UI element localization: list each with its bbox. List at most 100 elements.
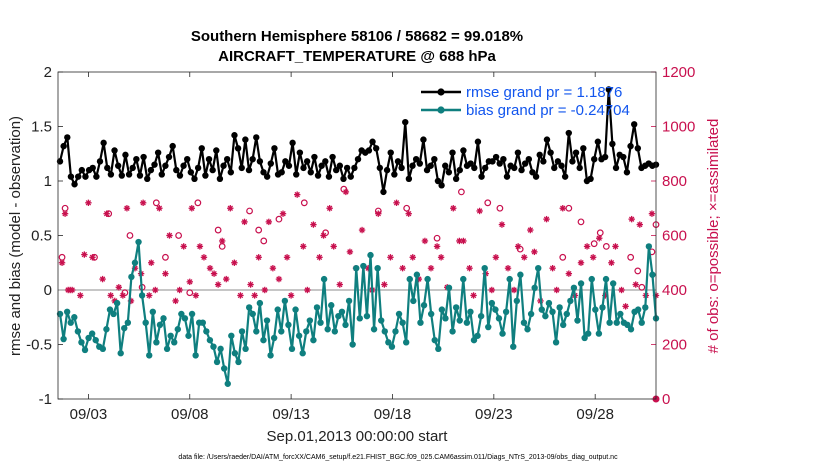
rmse-point xyxy=(147,166,155,174)
y-tick-label: 1.5 xyxy=(31,119,52,136)
obs-assimilated-stroke xyxy=(89,254,96,260)
obs-assimilated-marker xyxy=(636,221,643,228)
bias-point xyxy=(263,317,271,324)
rmse-point xyxy=(467,160,474,167)
rmse-point xyxy=(271,145,278,152)
obs-assimilated-stroke xyxy=(215,281,221,288)
obs-assimilated-marker xyxy=(99,275,106,283)
rmse-point xyxy=(518,166,525,174)
rmse-point xyxy=(398,164,405,172)
rmse-point xyxy=(333,166,340,174)
rmse-point xyxy=(445,169,453,176)
bias-point xyxy=(160,315,167,322)
obs-assimilated-stroke xyxy=(108,292,114,299)
obs-assimilated-stroke xyxy=(77,292,83,299)
rmse-point xyxy=(64,134,71,141)
bias-point xyxy=(331,328,339,335)
rmse-point xyxy=(420,136,427,143)
rmse-point xyxy=(205,156,213,163)
obs-assimilated-stroke xyxy=(460,238,467,244)
obs-assimilated-marker xyxy=(283,254,291,261)
obs-assimilated-marker xyxy=(294,191,301,198)
rmse-point xyxy=(572,149,580,156)
rmse-point xyxy=(561,173,569,180)
obs-assimilated-stroke xyxy=(622,303,629,310)
obs-assimilated-marker xyxy=(210,270,218,277)
obs-possible-marker xyxy=(565,204,573,212)
obs-assimilated-marker xyxy=(172,297,179,305)
obs-assimilated-stroke xyxy=(69,287,75,293)
bias-point xyxy=(360,262,367,270)
obs-assimilated-stroke xyxy=(262,287,268,293)
bias-point xyxy=(649,271,656,278)
obs-assimilated-stroke xyxy=(201,254,207,260)
obs-assimilated-marker xyxy=(488,286,496,294)
bias-point xyxy=(513,297,521,305)
obs-assimilated-marker xyxy=(139,199,147,206)
obs-assimilated-marker xyxy=(450,205,457,212)
rmse-point xyxy=(227,169,235,176)
rmse-point xyxy=(383,166,391,174)
obs-assimilated-stroke xyxy=(219,238,225,244)
rmse-point xyxy=(129,164,136,172)
obs-assimilated-stroke xyxy=(241,219,248,225)
obs-assimilated-stroke xyxy=(156,205,163,211)
rmse-point xyxy=(314,172,322,179)
y-tick-label: 2 xyxy=(44,64,52,81)
obs-assimilated-stroke xyxy=(596,235,602,241)
obs-assimilated-stroke xyxy=(231,260,238,266)
obs-assimilated-marker xyxy=(107,292,114,299)
bias-point xyxy=(413,271,421,278)
bias-point xyxy=(560,321,567,329)
obs-assimilated-marker xyxy=(433,243,441,250)
y-axis-label: rmse and bias (model - observation) xyxy=(7,116,24,356)
bias-point xyxy=(295,332,303,339)
chart-subtitle: AIRCRAFT_TEMPERATURE @ 688 hPa xyxy=(218,48,496,65)
bias-point xyxy=(67,319,74,326)
rmse-point xyxy=(71,181,78,188)
bias-point xyxy=(567,297,574,305)
bias-point xyxy=(281,297,289,305)
obs-assimilated-stroke xyxy=(343,189,349,195)
rmse-point xyxy=(543,136,551,143)
rmse-point xyxy=(376,164,384,172)
legend-bias-label: bias grand pr = -0.24704 xyxy=(466,102,630,119)
obs-assimilated-marker xyxy=(618,286,625,294)
bias-point xyxy=(103,326,110,333)
obs-assimilated-marker xyxy=(393,199,400,206)
obs-assimilated-stroke xyxy=(628,216,635,222)
obs-assimilated-stroke xyxy=(251,292,258,299)
obs-assimilated-stroke xyxy=(310,221,317,228)
bias-point xyxy=(328,302,335,309)
obs-possible-marker xyxy=(214,226,222,234)
obs-possible-marker xyxy=(596,229,604,237)
bias-point xyxy=(288,345,296,353)
bias-point xyxy=(121,324,128,332)
bias-point xyxy=(303,328,310,335)
bias-point xyxy=(278,328,285,335)
bias-point xyxy=(353,265,360,272)
bias-point xyxy=(431,336,438,344)
obs-assimilated-stroke xyxy=(223,276,229,282)
rmse-point xyxy=(609,140,616,148)
obs-assimilated-marker xyxy=(409,254,416,261)
rmse-point xyxy=(529,169,536,176)
obs-assimilated-stroke xyxy=(294,191,300,198)
obs-assimilated-marker xyxy=(227,205,234,212)
obs-assimilated-marker xyxy=(61,210,69,217)
rmse-point xyxy=(503,173,511,180)
rmse-point xyxy=(336,162,344,169)
bias-point xyxy=(192,352,199,359)
bias-point xyxy=(181,315,189,322)
rmse-point xyxy=(282,158,289,165)
obs-assimilated-marker xyxy=(549,265,556,272)
bias-point xyxy=(320,275,328,283)
y-tick-label: 1 xyxy=(44,173,52,190)
rmse-point xyxy=(107,171,115,178)
bias-point xyxy=(402,339,410,346)
obs-assimilated-stroke xyxy=(146,292,152,299)
obs-assimilated-marker xyxy=(622,303,629,310)
obs-assimilated-stroke xyxy=(466,265,473,271)
obs-assimilated-marker xyxy=(123,205,131,212)
